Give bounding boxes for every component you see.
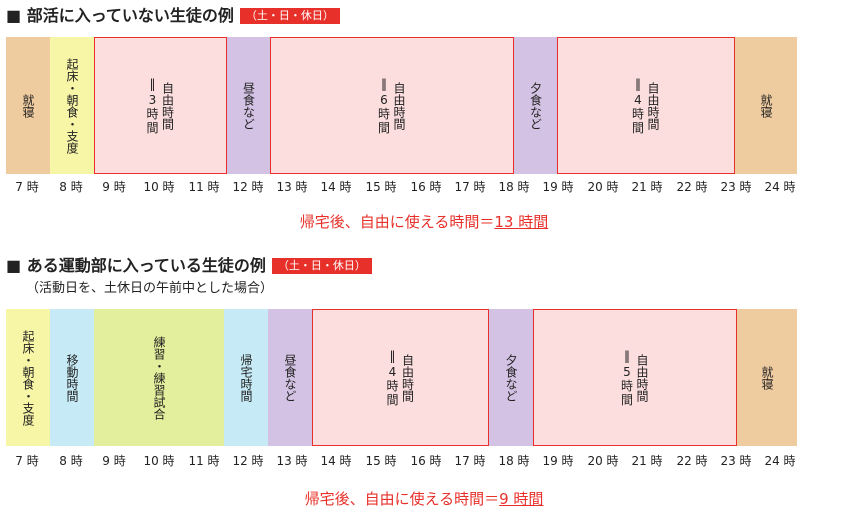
segment-label: 練習・練習試合	[152, 335, 166, 420]
section1-summary-value: 13 時間	[494, 213, 549, 231]
section2-summary-prefix: 帰宅後、自由に使える時間＝	[304, 490, 500, 508]
hour-tick-label: 17 時	[454, 454, 486, 468]
hour-tick-label: 20 時	[587, 180, 619, 194]
hour-tick-label: 23 時	[720, 454, 752, 468]
segment-label: 昼食など	[241, 81, 256, 130]
hour-tick-label: 19 時	[542, 180, 574, 194]
segment-label: 昼食など	[283, 353, 297, 402]
hour-tick-label: 20 時	[587, 454, 619, 468]
section2-segment-move: 帰宅時間	[224, 309, 268, 446]
section1-segment-free: 自由時間 ‖ 3 時間	[94, 37, 227, 174]
hour-tick-label: 22 時	[676, 454, 708, 468]
segment-duration: ‖ 6 時間	[377, 76, 390, 135]
section1-segment-morning: 起床・朝食・支度	[50, 37, 94, 174]
hour-tick-label: 12 時	[232, 180, 264, 194]
hour-tick-label: 12 時	[232, 454, 264, 468]
hour-tick-label: 7 時	[15, 180, 39, 194]
section1-badge: （土・日・休日）	[239, 8, 340, 24]
segment-label: 夕食など	[528, 81, 543, 130]
segment-label: 自由時間	[635, 353, 649, 402]
segment-label: 自由時間	[400, 353, 415, 402]
section1-segment-meal: 昼食など	[227, 37, 270, 174]
hour-tick-label: 19 時	[542, 454, 574, 468]
section2-segment-morning: 起床・朝食・支度	[6, 309, 50, 446]
hour-tick-label: 8 時	[59, 454, 83, 468]
section2-title-text: ■ ある運動部に入っている生徒の例	[6, 256, 266, 275]
segment-duration: ‖ 4 時間	[386, 348, 399, 407]
hour-tick-label: 13 時	[276, 180, 308, 194]
hour-tick-label: 13 時	[276, 454, 308, 468]
section1-title-text: ■ 部活に入っていない生徒の例	[6, 6, 234, 25]
hour-tick-label: 24 時	[764, 180, 796, 194]
section2-hour-axis: 7 時 8 時 9 時 10 時 11 時 12 時 13 時 14 時 15 時 16 時 17 …	[0, 453, 848, 469]
hour-tick-label: 11 時	[188, 180, 220, 194]
section1-segment-free: 自由時間 ‖ 6 時間	[270, 37, 514, 174]
hour-tick-label: 17 時	[454, 180, 486, 194]
section2-summary-value: 9 時間	[499, 490, 544, 508]
hour-tick-label: 9 時	[102, 454, 126, 468]
section2-timeline: 起床・朝食・支度 移動時間 練習・練習試合 帰宅時間 昼食など 自由時間 ‖ 4 時間夕食など自…	[0, 309, 848, 446]
segment-duration: ‖ 5 時間	[620, 348, 633, 407]
section2-segment-practice: 練習・練習試合	[94, 309, 224, 446]
segment-label: 起床・朝食・支度	[65, 57, 79, 154]
segment-label: 就寝	[21, 93, 35, 118]
hour-tick-label: 18 時	[498, 454, 530, 468]
section1-segment-free: 自由時間 ‖ 4 時間	[557, 37, 735, 174]
section2-title: ■ ある運動部に入っている生徒の例 （土・日・休日）	[6, 256, 372, 276]
section2-segment-move: 移動時間	[50, 309, 94, 446]
section1-segment-meal: 夕食など	[514, 37, 557, 174]
segment-label: 帰宅時間	[239, 353, 253, 402]
segment-label: 自由時間	[392, 81, 406, 130]
hour-tick-label: 15 時	[365, 180, 397, 194]
hour-tick-label: 14 時	[320, 454, 352, 468]
hour-tick-label: 7 時	[15, 454, 39, 468]
section1-title: ■ 部活に入っていない生徒の例 （土・日・休日）	[6, 6, 340, 26]
segment-label: 自由時間	[646, 81, 660, 130]
hour-tick-label: 22 時	[676, 180, 708, 194]
segment-label: 起床・朝食・支度	[21, 329, 35, 426]
section1-timeline: 就寝 起床・朝食・支度 自由時間 ‖ 3 時間昼食など 自由時間 ‖ 6 時間夕食など 自由時間 ‖ 4…	[0, 37, 848, 174]
hour-tick-label: 15 時	[365, 454, 397, 468]
section2-note: （活動日を、土休日の午前中とした場合）	[26, 281, 274, 296]
section2-segment-meal: 夕食など	[489, 309, 533, 446]
hour-tick-label: 24 時	[764, 454, 796, 468]
section2-segment-free: 自由時間 ‖ 5 時間	[533, 309, 737, 446]
hour-tick-label: 10 時	[143, 180, 175, 194]
section1-summary-prefix: 帰宅後、自由に使える時間＝	[299, 213, 495, 231]
hour-tick-label: 21 時	[631, 180, 663, 194]
segment-label: 移動時間	[65, 353, 79, 402]
hour-tick-label: 9 時	[102, 180, 126, 194]
hour-tick-label: 14 時	[320, 180, 352, 194]
hour-tick-label: 11 時	[188, 454, 220, 468]
section2-segment-meal: 昼食など	[268, 309, 312, 446]
section1-segment-sleep: 就寝	[6, 37, 50, 174]
hour-tick-label: 16 時	[410, 454, 442, 468]
section2-segment-sleep: 就寝	[737, 309, 797, 446]
section1-segment-sleep: 就寝	[735, 37, 797, 174]
section1-hour-axis: 7 時 8 時 9 時 10 時 11 時 12 時 13 時 14 時 15 時 16 時 17 …	[0, 179, 848, 195]
hour-tick-label: 10 時	[143, 454, 175, 468]
section1-summary: 帰宅後、自由に使える時間＝13 時間	[0, 212, 848, 232]
segment-label: 就寝	[759, 93, 773, 118]
section2-summary: 帰宅後、自由に使える時間＝9 時間	[0, 489, 848, 509]
segment-label: 就寝	[760, 365, 774, 390]
segment-duration: ‖ 4 時間	[631, 76, 644, 135]
segment-label: 自由時間	[160, 81, 175, 130]
hour-tick-label: 23 時	[720, 180, 752, 194]
hour-tick-label: 21 時	[631, 454, 663, 468]
section2-badge: （土・日・休日）	[271, 258, 372, 274]
hour-tick-label: 16 時	[410, 180, 442, 194]
section2-segment-free: 自由時間 ‖ 4 時間	[312, 309, 489, 446]
hour-tick-label: 18 時	[498, 180, 530, 194]
segment-duration: ‖ 3 時間	[146, 76, 159, 135]
hour-tick-label: 8 時	[59, 180, 83, 194]
segment-label: 夕食など	[504, 353, 518, 402]
